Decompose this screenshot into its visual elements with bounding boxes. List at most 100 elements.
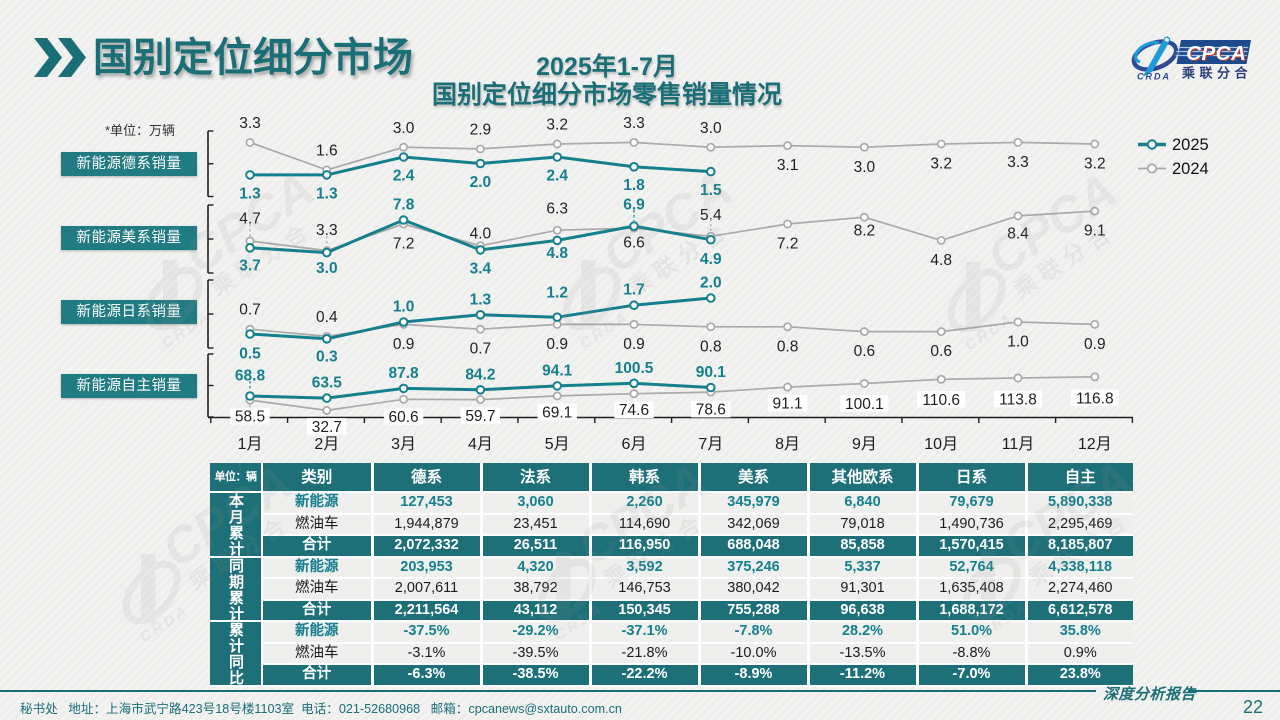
svg-text:91.1: 91.1 <box>773 396 803 413</box>
svg-text:4.8: 4.8 <box>930 252 952 269</box>
svg-text:113.8: 113.8 <box>999 392 1037 409</box>
svg-text:3.2: 3.2 <box>930 156 952 173</box>
svg-text:2.9: 2.9 <box>470 121 492 138</box>
svg-text:69.1: 69.1 <box>542 404 572 421</box>
svg-text:63.5: 63.5 <box>312 375 343 392</box>
svg-text:2024: 2024 <box>1172 160 1209 178</box>
svg-text:6.9: 6.9 <box>623 197 645 214</box>
svg-text:1.3: 1.3 <box>316 185 338 202</box>
svg-text:0.9: 0.9 <box>1084 336 1106 353</box>
svg-text:0.6: 0.6 <box>854 343 876 360</box>
svg-text:1月: 1月 <box>238 436 263 453</box>
svg-text:0.9: 0.9 <box>393 336 415 353</box>
svg-text:3月: 3月 <box>391 436 416 453</box>
svg-text:8.2: 8.2 <box>854 223 876 240</box>
svg-text:3.3: 3.3 <box>239 115 261 132</box>
svg-text:7月: 7月 <box>698 436 723 453</box>
svg-text:90.1: 90.1 <box>696 364 727 381</box>
svg-text:乘联分合: 乘联分合 <box>1181 66 1252 81</box>
svg-text:4.8: 4.8 <box>546 245 568 262</box>
svg-text:CRDA: CRDA <box>137 602 193 646</box>
svg-text:100.1: 100.1 <box>845 396 884 413</box>
svg-text:100.5: 100.5 <box>615 360 654 377</box>
svg-text:3.3: 3.3 <box>316 222 338 239</box>
svg-text:1.7: 1.7 <box>623 282 645 299</box>
svg-text:2月: 2月 <box>314 436 339 453</box>
svg-text:11月: 11月 <box>1002 436 1035 453</box>
svg-text:94.1: 94.1 <box>542 362 573 379</box>
svg-text:74.6: 74.6 <box>619 402 649 419</box>
svg-text:2.4: 2.4 <box>393 168 415 185</box>
svg-text:3.0: 3.0 <box>700 120 722 137</box>
svg-text:0.7: 0.7 <box>239 302 261 319</box>
svg-text:CPCA: CPCA <box>1186 42 1246 65</box>
svg-text:7.8: 7.8 <box>393 197 415 214</box>
svg-text:2.0: 2.0 <box>700 275 722 292</box>
svg-text:3.7: 3.7 <box>239 257 261 274</box>
svg-text:58.5: 58.5 <box>235 409 265 426</box>
svg-text:0.7: 0.7 <box>470 341 492 358</box>
svg-text:116.8: 116.8 <box>1076 390 1114 407</box>
svg-text:32.7: 32.7 <box>312 419 342 436</box>
svg-text:59.7: 59.7 <box>465 408 495 425</box>
svg-text:1.3: 1.3 <box>470 291 492 308</box>
svg-text:8.4: 8.4 <box>1007 225 1029 242</box>
svg-text:乘联分合: 乘联分合 <box>624 216 736 301</box>
svg-text:6.3: 6.3 <box>546 201 568 218</box>
svg-text:3.1: 3.1 <box>777 157 799 174</box>
svg-text:3.0: 3.0 <box>854 159 876 176</box>
svg-text:2025: 2025 <box>1172 136 1209 154</box>
svg-text:2.0: 2.0 <box>470 174 492 191</box>
svg-text:0.8: 0.8 <box>700 338 722 355</box>
svg-text:0.4: 0.4 <box>316 309 338 326</box>
svg-text:7.2: 7.2 <box>393 236 415 253</box>
svg-text:68.8: 68.8 <box>235 368 266 385</box>
svg-text:5.4: 5.4 <box>700 207 722 224</box>
svg-text:9.1: 9.1 <box>1084 223 1106 240</box>
svg-text:4.7: 4.7 <box>239 211 261 228</box>
svg-text:10月: 10月 <box>924 436 958 453</box>
svg-text:3.4: 3.4 <box>470 260 492 277</box>
svg-text:3.3: 3.3 <box>623 115 645 132</box>
svg-text:5月: 5月 <box>545 436 570 453</box>
svg-text:乘联分合: 乘联分合 <box>206 216 318 301</box>
svg-text:1.0: 1.0 <box>1007 334 1029 351</box>
svg-text:84.2: 84.2 <box>465 366 495 383</box>
svg-text:78.6: 78.6 <box>696 402 726 419</box>
svg-text:1.6: 1.6 <box>316 143 338 160</box>
svg-text:7.2: 7.2 <box>777 236 799 253</box>
svg-text:3.0: 3.0 <box>316 260 338 277</box>
svg-text:2.4: 2.4 <box>546 168 568 185</box>
svg-text:CPCA: CPCA <box>174 160 323 284</box>
svg-text:0.6: 0.6 <box>930 343 952 360</box>
svg-text:9月: 9月 <box>852 436 877 453</box>
svg-text:110.6: 110.6 <box>922 392 960 409</box>
svg-text:12月: 12月 <box>1078 436 1112 453</box>
svg-text:乘联分合: 乘联分合 <box>1009 218 1121 303</box>
svg-text:4月: 4月 <box>468 436 493 453</box>
svg-text:0.9: 0.9 <box>546 336 568 353</box>
svg-text:1.3: 1.3 <box>239 185 261 202</box>
svg-text:1.8: 1.8 <box>623 177 645 194</box>
svg-text:3.0: 3.0 <box>393 120 415 137</box>
svg-text:CRDA: CRDA <box>1137 72 1171 82</box>
svg-text:0.9: 0.9 <box>623 336 645 353</box>
svg-text:CPCA: CPCA <box>977 162 1126 286</box>
svg-text:1.2: 1.2 <box>546 285 568 302</box>
svg-text:3.2: 3.2 <box>546 117 568 134</box>
svg-text:6月: 6月 <box>622 436 647 453</box>
svg-text:CRDA: CRDA <box>962 310 1018 354</box>
svg-text:0.8: 0.8 <box>777 338 799 355</box>
svg-text:CRDA: CRDA <box>577 308 633 352</box>
svg-text:6.6: 6.6 <box>623 235 645 252</box>
svg-text:3.3: 3.3 <box>1007 154 1029 171</box>
svg-text:8月: 8月 <box>775 436 800 453</box>
svg-text:CPCA: CPCA <box>592 160 741 284</box>
svg-text:60.6: 60.6 <box>389 409 419 426</box>
svg-text:4.9: 4.9 <box>700 251 722 268</box>
svg-text:1.5: 1.5 <box>700 182 722 199</box>
svg-text:0.5: 0.5 <box>239 346 261 363</box>
svg-text:0.3: 0.3 <box>316 348 338 365</box>
svg-text:CPCA: CPCA <box>1188 43 1248 66</box>
svg-text:4.0: 4.0 <box>470 225 492 242</box>
